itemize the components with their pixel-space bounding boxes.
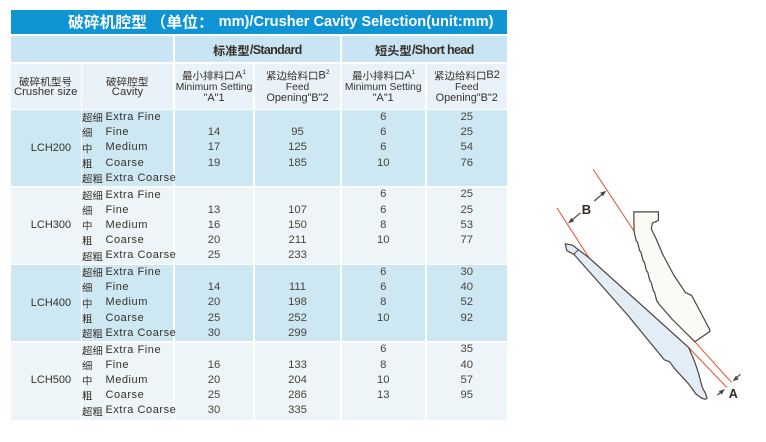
svg-text:B: B (582, 202, 591, 217)
svg-text:A: A (729, 387, 738, 401)
